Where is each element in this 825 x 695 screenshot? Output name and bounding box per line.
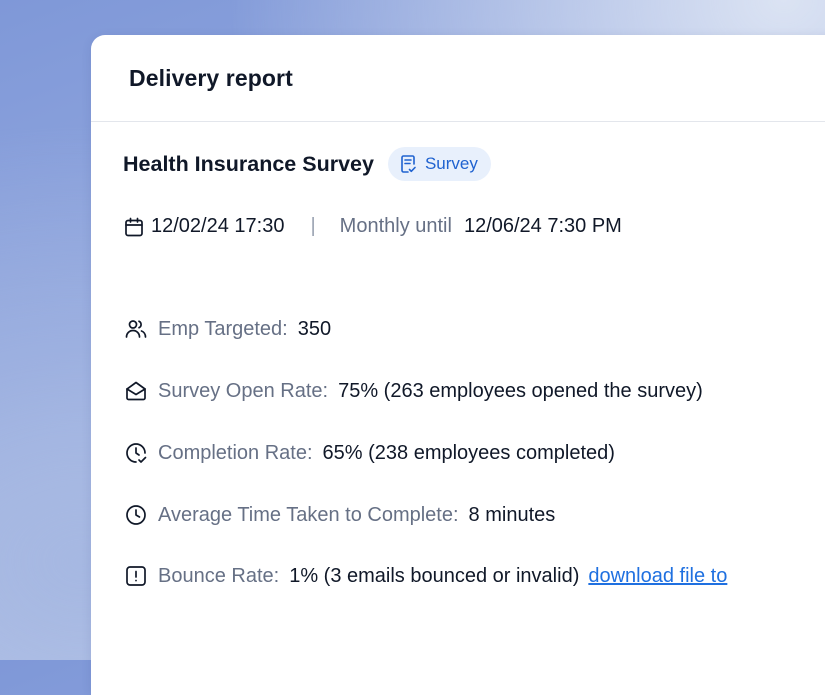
- delivery-report-card: Delivery report Health Insurance Survey …: [91, 35, 825, 695]
- emp-targeted-label: Emp Targeted:: [158, 317, 288, 340]
- survey-badge-label: Survey: [424, 154, 478, 173]
- survey-check-icon: [401, 155, 416, 173]
- average-time-value: 8 minutes: [468, 503, 556, 526]
- sent-datetime: 12/02/24 17:30: [151, 215, 285, 237]
- download-file-link[interactable]: download file to: [588, 564, 728, 587]
- completion-rate-value: 65% (238 employees completed): [322, 441, 615, 464]
- clock-icon: [123, 503, 149, 527]
- emp-targeted-value: 350: [297, 317, 332, 340]
- envelope-open-icon: [123, 379, 149, 403]
- clock-check-icon: [123, 441, 149, 465]
- open-rate-label: Survey Open Rate:: [158, 379, 329, 402]
- stat-average-time: Average Time Taken to Complete: 8 minute…: [123, 503, 555, 527]
- stat-completion-rate: Completion Rate: 65% (238 employees comp…: [123, 441, 615, 465]
- recurrence-until: 12/06/24 7:30 PM: [463, 215, 622, 237]
- average-time-label: Average Time Taken to Complete:: [158, 503, 459, 526]
- bounce-rate-value: 1% (3 emails bounced or invalid): [289, 564, 580, 587]
- card-header: Delivery report: [91, 35, 825, 122]
- stat-emp-targeted: Emp Targeted: 350: [123, 317, 331, 341]
- survey-title-row: Health Insurance Survey Survey: [123, 147, 491, 181]
- bounce-rate-label: Bounce Rate:: [158, 564, 280, 587]
- stat-bounce-rate: Bounce Rate: 1% (3 emails bounced or inv…: [123, 564, 727, 588]
- alert-square-icon: [123, 564, 149, 588]
- recurrence-label: Monthly until: [339, 215, 452, 237]
- separator: |: [310, 215, 316, 237]
- schedule-row: 12/02/24 17:30 | Monthly until 12/06/24 …: [123, 215, 622, 238]
- survey-name: Health Insurance Survey: [123, 151, 374, 176]
- card-title: Delivery report: [129, 65, 293, 91]
- open-rate-value: 75% (263 employees opened the survey): [338, 379, 703, 402]
- users-icon: [123, 317, 149, 341]
- survey-type-badge: Survey: [387, 147, 491, 181]
- calendar-icon: [125, 217, 143, 236]
- stat-open-rate: Survey Open Rate: 75% (263 employees ope…: [123, 379, 703, 403]
- completion-rate-label: Completion Rate:: [158, 441, 313, 464]
